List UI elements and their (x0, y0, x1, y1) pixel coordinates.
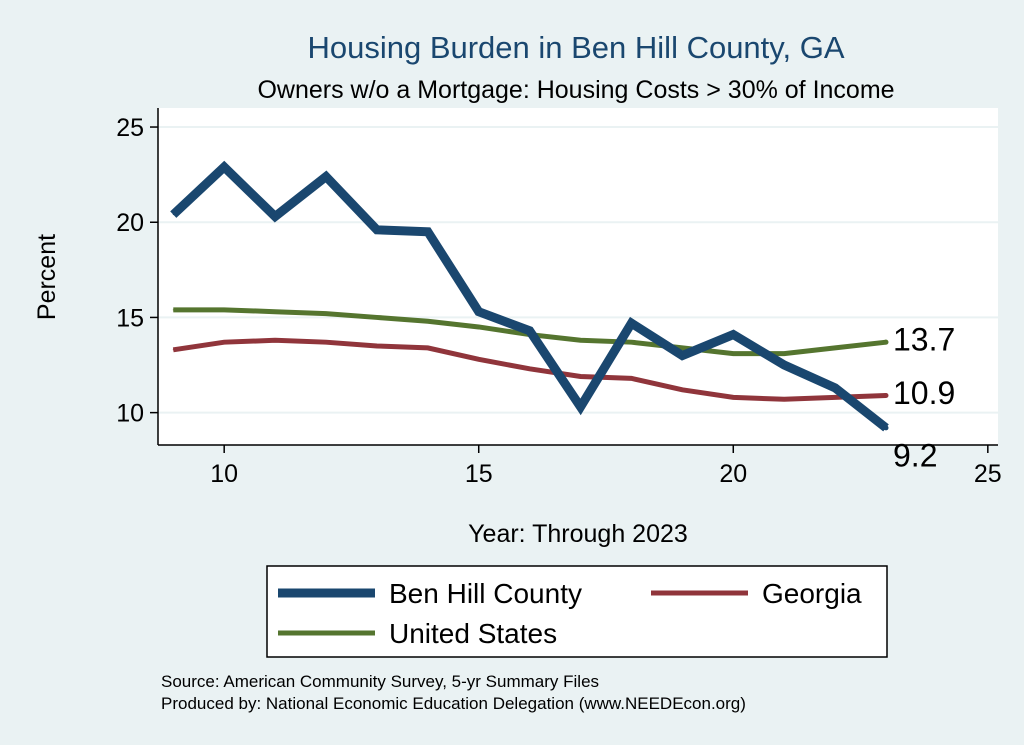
data-point-united-states (223, 309, 225, 311)
data-point-ben-hill-county (580, 406, 582, 408)
data-point-united-states (834, 347, 836, 349)
data-point-united-states (478, 326, 480, 328)
data-point-ben-hill-county (274, 216, 276, 218)
x-axis-label: Year: Through 2023 (468, 520, 688, 548)
data-point-ben-hill-county (427, 231, 429, 233)
data-point-ben-hill-county (172, 214, 174, 216)
data-point-united-states (172, 309, 174, 311)
series-lines (170, 160, 889, 432)
end-marker-georgia (883, 392, 889, 398)
end-label-ben-hill-county: 9.2 (893, 437, 937, 473)
data-point-georgia (376, 345, 378, 347)
x-tick-label: 10 (210, 460, 238, 488)
gridlines (158, 126, 998, 414)
data-point-united-states (325, 313, 327, 315)
legend: Ben Hill County Georgia United States (266, 565, 888, 658)
data-point-georgia (325, 341, 327, 343)
data-point-ben-hill-county (732, 334, 734, 336)
data-point-georgia (274, 339, 276, 341)
x-tick-label: 20 (719, 460, 747, 488)
data-point-georgia (172, 349, 174, 351)
data-point-united-states (681, 347, 683, 349)
legend-label-ben-hill-county: Ben Hill County (389, 578, 582, 609)
data-point-georgia (732, 396, 734, 398)
end-marker-ben-hill-county (883, 425, 889, 431)
y-tick-label: 20 (116, 209, 144, 237)
end-label-united-states: 13.7 (893, 322, 955, 358)
data-point-ben-hill-county (529, 330, 531, 332)
data-point-georgia (223, 341, 225, 343)
x-ticks: 10 15 20 25 (210, 445, 1002, 488)
legend-box (266, 565, 888, 658)
y-tick-label: 25 (116, 114, 144, 142)
data-point-united-states (580, 339, 582, 341)
end-labels: 9.2 10.9 13.7 (883, 322, 955, 473)
data-point-ben-hill-county (630, 322, 632, 324)
data-point-united-states (732, 353, 734, 355)
data-point-georgia (834, 396, 836, 398)
x-tick-label: 25 (974, 460, 1002, 488)
data-point-georgia (427, 347, 429, 349)
data-point-georgia (681, 389, 683, 391)
end-marker-united-states (883, 339, 889, 345)
data-point-ben-hill-county (478, 311, 480, 313)
data-point-georgia (580, 375, 582, 377)
data-point-ben-hill-county (783, 364, 785, 366)
data-point-ben-hill-county (325, 176, 327, 178)
y-tick-label: 15 (116, 304, 144, 332)
legend-label-united-states: United States (389, 618, 557, 649)
data-point-united-states (376, 316, 378, 318)
producer-note: Produced by: National Economic Education… (161, 694, 746, 713)
data-point-ben-hill-county (223, 166, 225, 168)
data-point-ben-hill-county (681, 355, 683, 357)
plot-area (158, 108, 998, 445)
data-point-georgia (783, 398, 785, 400)
legend-label-georgia: Georgia (762, 578, 862, 609)
data-point-ben-hill-county (376, 229, 378, 231)
data-point-united-states (630, 341, 632, 343)
end-label-georgia: 10.9 (893, 375, 955, 411)
data-point-georgia (529, 368, 531, 370)
chart-subtitle: Owners w/o a Mortgage: Housing Costs > 3… (257, 76, 894, 104)
data-point-united-states (427, 320, 429, 322)
data-point-united-states (274, 311, 276, 313)
y-tick-label: 10 (116, 400, 144, 428)
y-axis-label: Percent (33, 234, 61, 320)
data-point-georgia (630, 377, 632, 379)
data-point-ben-hill-county (834, 387, 836, 389)
data-point-united-states (783, 353, 785, 355)
y-ticks: 10 15 20 25 (116, 114, 158, 428)
x-tick-label: 15 (465, 460, 493, 488)
source-note: Source: American Community Survey, 5-yr … (161, 672, 599, 691)
data-point-georgia (478, 358, 480, 360)
chart-title: Housing Burden in Ben Hill County, GA (307, 30, 844, 65)
